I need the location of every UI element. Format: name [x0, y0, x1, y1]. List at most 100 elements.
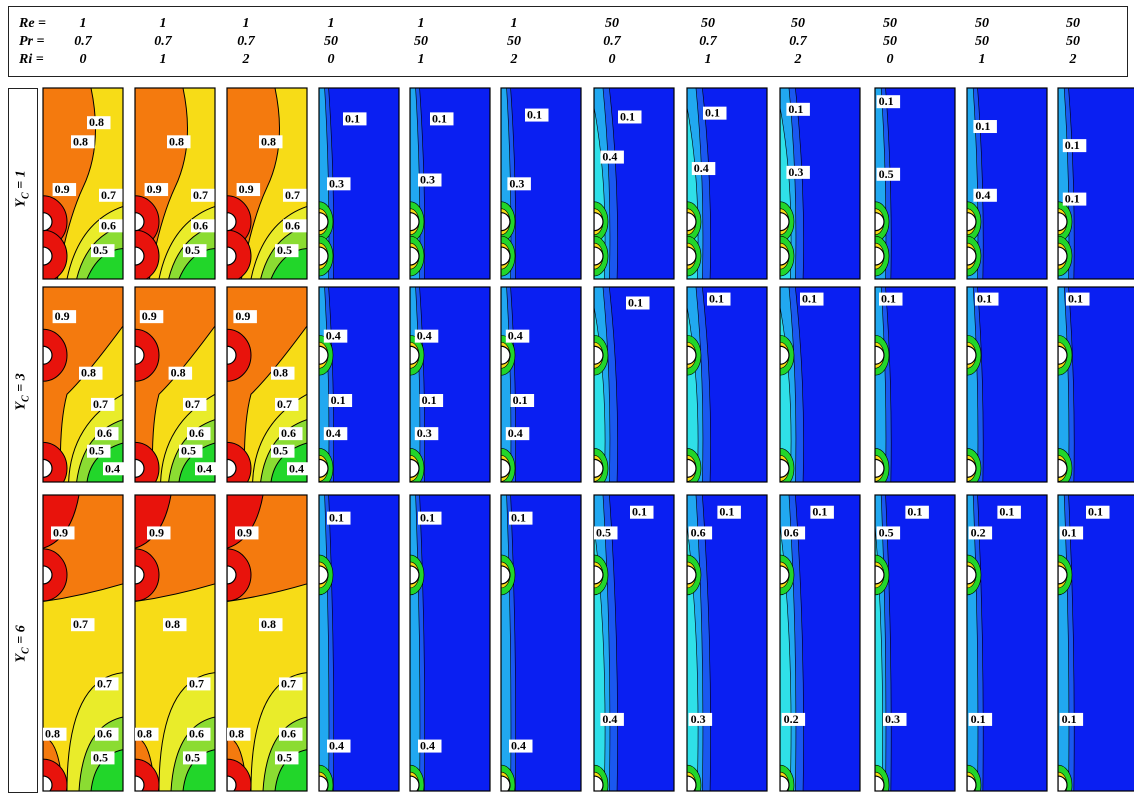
contour-label: 0.9	[144, 182, 169, 197]
header-pr-col-11: 50	[975, 34, 989, 49]
contour-label: 0.1	[800, 292, 824, 306]
svg-text:0.5: 0.5	[93, 243, 108, 257]
heater-icon	[687, 565, 697, 585]
header-re-col-8: 50	[701, 16, 715, 31]
svg-text:0.1: 0.1	[420, 511, 435, 525]
header-pr-col-9: 0.7	[789, 34, 807, 49]
contour-label: 0.4	[418, 739, 442, 753]
heater-icon	[594, 345, 604, 365]
contour-label: 0.5	[876, 525, 901, 540]
header-ri-col-12: 2	[1069, 52, 1077, 67]
contour-label: 0.7	[283, 188, 307, 202]
heater-icon	[43, 458, 53, 478]
heater-icon	[43, 212, 53, 232]
heater-icon	[501, 246, 511, 266]
contour-label: 0.1	[626, 296, 650, 310]
header-pr-col-6: 50	[507, 34, 521, 49]
svg-text:0.2: 0.2	[971, 525, 986, 539]
contour-label: 0.8	[259, 617, 283, 632]
contour-label: 0.8	[168, 366, 193, 380]
heater-icon	[780, 212, 790, 232]
contour-label: 0.8	[227, 727, 251, 741]
svg-text:0.8: 0.8	[89, 115, 104, 129]
header-pr-col-12: 50	[1066, 34, 1080, 49]
contour-label: 0.6	[781, 525, 806, 540]
header-ri-col-2: 1	[159, 52, 167, 67]
header-ri-col-6: 2	[510, 52, 518, 67]
contour-label: 0.1	[968, 712, 993, 726]
contour-label: 0.4	[327, 739, 351, 753]
heater-icon	[135, 246, 145, 266]
heater-icon	[594, 458, 604, 478]
heater-icon	[319, 345, 329, 365]
heater-icon	[43, 565, 53, 585]
header-re-col-2: 1	[159, 16, 167, 31]
heater-icon	[967, 775, 977, 791]
svg-text:0.1: 0.1	[345, 111, 360, 125]
contour-panel-r2-c4: 0.4 0.1 0.4	[318, 286, 400, 483]
heater-icon	[967, 246, 977, 266]
header-pr-col-10: 50	[883, 34, 897, 49]
contour-panel-r1-c10: 0.1 0.5	[874, 87, 956, 280]
svg-text:0.9: 0.9	[55, 182, 70, 196]
svg-text:0.1: 0.1	[1065, 138, 1080, 152]
contour-label: 0.4	[287, 461, 311, 476]
contour-label: 0.1	[525, 108, 549, 122]
contour-label: 0.1	[328, 393, 353, 407]
heater-icon	[410, 565, 420, 585]
svg-text:0.4: 0.4	[326, 329, 341, 343]
contour-label: 0.1	[327, 511, 351, 525]
svg-text:0.6: 0.6	[285, 218, 300, 232]
svg-text:0.2: 0.2	[784, 712, 799, 726]
heater-icon	[135, 775, 145, 791]
ri-label: Ri =	[19, 52, 44, 67]
header-pr-col-3: 0.7	[237, 34, 255, 49]
contour-label: 0.1	[973, 119, 997, 133]
heater-icon	[501, 212, 511, 232]
heater-icon	[1058, 775, 1068, 791]
contour-panel-r3-c2: 0.9 0.8 0.7 0.8 0.6 0.5	[134, 494, 216, 792]
contour-label: 0.1	[997, 505, 1021, 519]
contour-label: 0.7	[95, 676, 119, 691]
header-ri-col-10: 0	[886, 52, 894, 67]
contour-panel-r1-c5: 0.1 0.3	[409, 87, 491, 280]
pr-label: Pr =	[19, 34, 45, 49]
header-ri-col-5: 1	[417, 52, 425, 67]
contour-label: 0.1	[879, 292, 903, 306]
parameter-header: Re = Pr = Ri = 1 0.7 0 1 0.7 1 1 0.7 2 1 50 0 1 50 1 1 5…	[8, 6, 1128, 77]
header-pr-col-8: 0.7	[699, 34, 717, 49]
svg-text:0.4: 0.4	[602, 150, 617, 164]
heater-icon	[43, 775, 53, 791]
svg-text:0.1: 0.1	[432, 111, 447, 125]
contour-label: 0.1	[717, 505, 741, 519]
heater-icon	[875, 458, 885, 478]
heater-icon	[501, 775, 511, 791]
header-re-col-4: 1	[327, 16, 335, 31]
svg-text:0.9: 0.9	[235, 309, 250, 323]
contour-label: 0.8	[163, 617, 187, 632]
contour-panel-r2-c5: 0.4 0.1 0.3	[409, 286, 491, 483]
svg-text:0.1: 0.1	[999, 505, 1014, 519]
contour-label: 0.5	[183, 243, 207, 258]
heater-icon	[410, 775, 420, 791]
contour-label: 0.1	[905, 505, 929, 519]
contour-panel-r2-c8: 0.1	[686, 286, 768, 483]
svg-text:0.4: 0.4	[694, 161, 709, 175]
contour-label: 0.8	[271, 366, 295, 380]
contour-label: 0.1	[1059, 712, 1084, 726]
contour-panel-r1-c3: 0.8 0.9 0.7 0.6 0.5	[226, 87, 308, 280]
svg-text:0.7: 0.7	[93, 397, 108, 411]
contour-panel-r3-c12: 0.1 0.1 0.1	[1057, 494, 1134, 792]
heater-icon	[227, 775, 237, 791]
svg-text:0.4: 0.4	[420, 739, 435, 753]
contour-label: 0.9	[233, 309, 257, 324]
contour-label: 0.1	[430, 111, 454, 126]
contour-label: 0.5	[876, 167, 901, 181]
heater-icon	[780, 246, 790, 266]
svg-text:0.8: 0.8	[261, 134, 276, 148]
svg-text:0.4: 0.4	[508, 329, 523, 343]
svg-text:0.4: 0.4	[289, 461, 304, 475]
svg-text:0.4: 0.4	[602, 712, 617, 726]
contour-label: 0.5	[271, 444, 295, 458]
svg-text:0.8: 0.8	[229, 727, 244, 741]
